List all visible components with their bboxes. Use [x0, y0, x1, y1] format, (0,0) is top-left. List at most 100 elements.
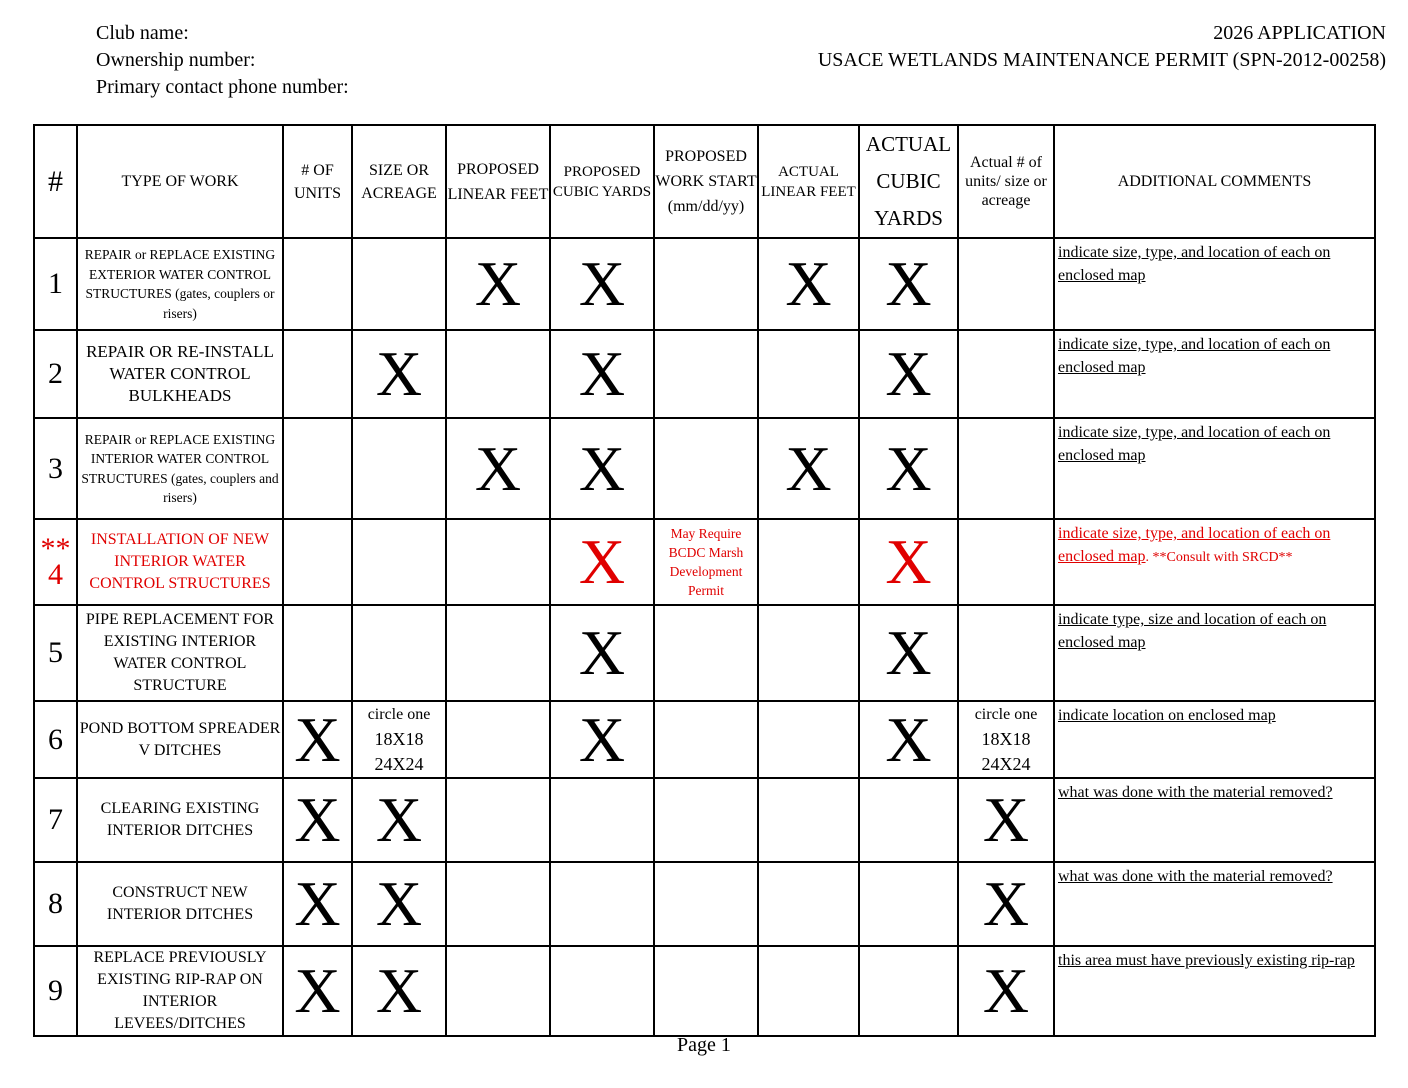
comment-text: indicate type, size and location of each…: [1058, 611, 1327, 651]
additional-comment: indicate type, size and location of each…: [1053, 604, 1376, 702]
type-of-work: REPLACE PREVIOUSLY EXISTING RIP-RAP ON I…: [76, 945, 284, 1037]
proposed-work-start-cell: [653, 237, 759, 331]
additional-comment: what was done with the material removed?: [1053, 777, 1376, 863]
actual-units-cell: circle one 18X18 24X24: [957, 700, 1055, 779]
size-cell: X: [351, 777, 447, 863]
proposed-work-start-cell: [653, 604, 759, 702]
size-option: circle one: [367, 706, 431, 723]
size-cell: X: [351, 945, 447, 1037]
units-cell: X: [282, 945, 353, 1037]
col-proposed-cubic-yards: PROPOSED CUBIC YARDS: [549, 124, 655, 239]
comment-text: what was done with the material removed?: [1058, 868, 1333, 885]
units-cell: [282, 518, 353, 606]
type-of-work: CONSTRUCT NEW INTERIOR DITCHES: [76, 861, 284, 947]
actual-cubic-yards-cell: X: [858, 604, 959, 702]
proposed-cubic-yards-cell: X: [549, 604, 655, 702]
size-cell: [351, 604, 447, 702]
row-number: 8: [33, 861, 78, 947]
header-row: # TYPE OF WORK # OF UNITS SIZE OR ACREAG…: [33, 124, 1376, 239]
proposed-cubic-yards-cell: X: [549, 518, 655, 606]
document-title: 2026 APPLICATION USACE WETLANDS MAINTENA…: [818, 20, 1386, 74]
proposed-linear-feet-cell: [445, 777, 551, 863]
actual-units-cell: [957, 329, 1055, 419]
actual-cubic-yards-cell: [858, 945, 959, 1037]
additional-comment: indicate size, type, and location of eac…: [1053, 329, 1376, 419]
applicant-info: Club name: Ownership number: Primary con…: [96, 20, 349, 101]
type-of-work: REPAIR or REPLACE EXISTING INTERIOR WATE…: [76, 417, 284, 520]
work-table: # TYPE OF WORK # OF UNITS SIZE OR ACREAG…: [33, 124, 1376, 1037]
proposed-linear-feet-cell: [445, 518, 551, 606]
additional-comment: this area must have previously existing …: [1053, 945, 1376, 1037]
units-cell: [282, 329, 353, 419]
proposed-cubic-yards-cell: X: [549, 417, 655, 520]
comment-note: . **Consult with SRCD**: [1145, 550, 1293, 565]
proposed-linear-feet-cell: [445, 700, 551, 779]
proposed-linear-feet-cell: [445, 945, 551, 1037]
proposed-work-start-cell: [653, 777, 759, 863]
additional-comment: indicate location on enclosed map: [1053, 700, 1376, 779]
size-option: 24X24: [981, 754, 1031, 774]
actual-linear-feet-cell: [757, 700, 860, 779]
table-row: 1 REPAIR or REPLACE EXISTING EXTERIOR WAT…: [33, 237, 1376, 331]
table-row: 2 REPAIR OR RE-INSTALL WATER CONTROL BULK…: [33, 329, 1376, 419]
additional-comment: indicate size, type, and location of eac…: [1053, 518, 1376, 606]
size-option: 18X18: [981, 729, 1031, 749]
proposed-cubic-yards-cell: X: [549, 237, 655, 331]
actual-units-cell: X: [957, 945, 1055, 1037]
size-cell: X: [351, 861, 447, 947]
actual-units-cell: X: [957, 861, 1055, 947]
type-of-work: REPAIR or REPLACE EXISTING EXTERIOR WATE…: [76, 237, 284, 331]
type-of-work: REPAIR OR RE-INSTALL WATER CONTROL BULKH…: [76, 329, 284, 419]
table-row: ** 4 INSTALLATION OF NEW INTERIOR WATER C…: [33, 518, 1376, 606]
size-option: 24X24: [374, 754, 424, 774]
additional-comment: indicate size, type, and location of eac…: [1053, 237, 1376, 331]
col-proposed-work-start: PROPOSED WORK START (mm/dd/yy): [653, 124, 759, 239]
size-cell: [351, 417, 447, 520]
proposed-linear-feet-cell: X: [445, 237, 551, 331]
row-number: ** 4: [33, 518, 78, 606]
permit-title: USACE WETLANDS MAINTENANCE PERMIT (SPN-2…: [817, 49, 1386, 71]
row-number: 9: [33, 945, 78, 1037]
comment-text: what was done with the material removed?: [1058, 784, 1333, 801]
col-size: SIZE OR ACREAGE: [351, 124, 447, 239]
size-cell: X: [351, 329, 447, 419]
actual-cubic-yards-cell: [858, 777, 959, 863]
proposed-cubic-yards-cell: X: [549, 329, 655, 419]
comment-text: indicate size, type, and location of eac…: [1058, 525, 1331, 565]
units-cell: [282, 237, 353, 331]
actual-cubic-yards-cell: [858, 861, 959, 947]
page-number: Page 1: [677, 1034, 731, 1056]
proposed-cubic-yards-cell: X: [549, 700, 655, 779]
proposed-cubic-yards-cell: [549, 777, 655, 863]
type-of-work: CLEARING EXISTING INTERIOR DITCHES: [76, 777, 284, 863]
actual-linear-feet-cell: [757, 604, 860, 702]
row-number: 5: [33, 604, 78, 702]
comment-text: indicate size, type, and location of eac…: [1058, 244, 1331, 284]
row-number: 1: [33, 237, 78, 331]
actual-cubic-yards-cell: X: [858, 518, 959, 606]
table-row: 9 REPLACE PREVIOUSLY EXISTING RIP-RAP ON …: [33, 945, 1376, 1037]
proposed-work-start-cell: [653, 861, 759, 947]
size-option: 18X18: [374, 729, 424, 749]
units-cell: X: [282, 777, 353, 863]
col-additional-comments: ADDITIONAL COMMENTS: [1053, 124, 1376, 239]
col-type-of-work: TYPE OF WORK: [76, 124, 284, 239]
proposed-linear-feet-cell: [445, 604, 551, 702]
col-units: # OF UNITS: [282, 124, 353, 239]
table-row: 3 REPAIR or REPLACE EXISTING INTERIOR WAT…: [33, 417, 1376, 520]
actual-units-cell: [957, 417, 1055, 520]
units-cell: X: [282, 861, 353, 947]
proposed-cubic-yards-cell: [549, 945, 655, 1037]
actual-units-cell: [957, 237, 1055, 331]
table-row: 5 PIPE REPLACEMENT FOR EXISTING INTERIOR …: [33, 604, 1376, 702]
col-actual-cubic-yards: ACTUAL CUBIC YARDS: [858, 124, 959, 239]
proposed-linear-feet-cell: X: [445, 417, 551, 520]
proposed-work-start-cell: May Require BCDC Marsh Development Permi…: [653, 518, 759, 606]
comment-text: indicate size, type, and location of eac…: [1058, 424, 1331, 464]
actual-linear-feet-cell: X: [757, 237, 860, 331]
actual-cubic-yards-cell: X: [858, 700, 959, 779]
actual-cubic-yards-cell: X: [858, 417, 959, 520]
table-body: 1 REPAIR or REPLACE EXISTING EXTERIOR WAT…: [33, 237, 1376, 1037]
additional-comment: indicate size, type, and location of eac…: [1053, 417, 1376, 520]
